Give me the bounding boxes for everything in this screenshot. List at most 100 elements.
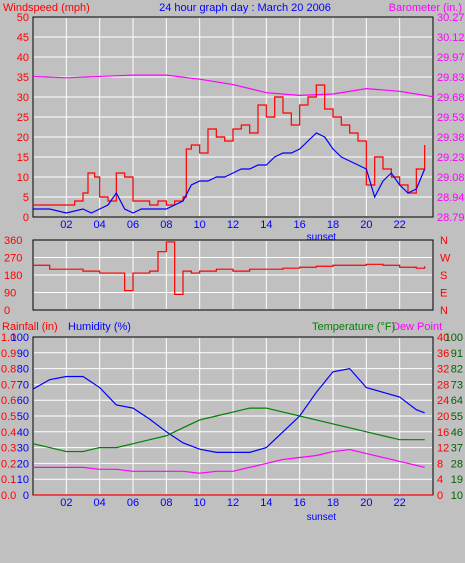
- humidity-tick-label: 50: [17, 411, 29, 423]
- humidity-axis-title: Humidity (%): [68, 321, 131, 333]
- humidity-tick-label: 100: [11, 332, 29, 344]
- x-tick-label: 02: [60, 219, 72, 231]
- dewpoint-tick-label: 46: [451, 427, 463, 439]
- rainfall-tick-label: 0.3: [1, 443, 16, 455]
- windspeed-tick-label: 45: [17, 32, 29, 44]
- humidity-tick-label: 70: [17, 379, 29, 391]
- barometer-tick-label: 29.53: [437, 112, 465, 124]
- wind-average-line: [33, 132, 426, 214]
- barometer-tick-label: 28.79: [437, 212, 465, 224]
- windspeed-tick-label: 50: [17, 12, 29, 24]
- temperature-tick-label: 12: [437, 443, 449, 455]
- x-tick-label: 20: [360, 497, 372, 509]
- humidity-tick-label: 20: [17, 458, 29, 470]
- x-tick-label: 10: [194, 497, 206, 509]
- rainfall-tick-label: 0.1: [1, 474, 16, 486]
- dewpoint-tick-label: 100: [445, 332, 463, 344]
- x-tick-label: 22: [394, 497, 406, 509]
- rainfall-tick-label: 0.2: [1, 458, 16, 470]
- temperature-tick-label: 32: [437, 364, 449, 376]
- barometer-tick-label: 29.83: [437, 72, 465, 84]
- graph-title: 24 hour graph day : March 20 2006: [159, 2, 331, 14]
- dewpoint-line: [33, 448, 425, 474]
- rainfall-tick-label: 0.9: [1, 348, 16, 360]
- temperature-tick-label: 20: [437, 411, 449, 423]
- x-tick-label: 14: [260, 497, 272, 509]
- windspeed-tick-label: 5: [23, 192, 29, 204]
- rainfall-tick-label: 0.8: [1, 364, 16, 376]
- humidity-tick-label: 90: [17, 348, 29, 360]
- x-tick-label: 20: [360, 219, 372, 231]
- x-tick-label: 22: [394, 219, 406, 231]
- sunset-label: sunset: [307, 512, 337, 523]
- wind-gust-line: [33, 84, 426, 206]
- temperature-tick-label: 0: [437, 490, 443, 502]
- dewpoint-tick-label: 10: [451, 490, 463, 502]
- direction-compass-label: W: [440, 253, 451, 265]
- barometer-axis-title: Barometer (in.): [389, 2, 462, 14]
- barometer-tick-label: 29.68: [437, 92, 465, 104]
- dewpoint-tick-label: 37: [451, 443, 463, 455]
- x-tick-label: 04: [94, 219, 106, 231]
- windspeed-tick-label: 35: [17, 72, 29, 84]
- windspeed-tick-label: 20: [17, 132, 29, 144]
- x-tick-label: 04: [94, 497, 106, 509]
- direction-compass-label: N: [440, 235, 448, 247]
- temperature-axis-title: Temperature (°F): [312, 321, 395, 333]
- humidity-tick-label: 80: [17, 364, 29, 376]
- x-tick-label: 18: [327, 219, 339, 231]
- barometer-tick-label: 29.38: [437, 132, 465, 144]
- barometer-tick-label: 30.27: [437, 12, 465, 24]
- windspeed-axis-title: Windspeed (mph): [3, 2, 90, 14]
- barometer-tick-label: 29.97: [437, 52, 465, 64]
- temperature-line: [32, 407, 425, 453]
- humidity-line: [32, 367, 425, 453]
- dewpoint-tick-label: 28: [451, 458, 463, 470]
- x-tick-label: 12: [227, 497, 239, 509]
- sunset-label: sunset: [307, 232, 337, 243]
- humidity-tick-label: 30: [17, 443, 29, 455]
- x-tick-label: 08: [160, 497, 172, 509]
- windspeed-tick-label: 0: [23, 212, 29, 224]
- direction-degree-label: 360: [4, 235, 22, 247]
- humidity-tick-label: 10: [17, 474, 29, 486]
- x-tick-label: 06: [127, 497, 139, 509]
- x-tick-label: 18: [327, 497, 339, 509]
- windspeed-tick-label: 30: [17, 92, 29, 104]
- direction-degree-label: 180: [4, 270, 22, 282]
- direction-compass-label: S: [440, 270, 447, 282]
- windspeed-tick-label: 40: [17, 52, 29, 64]
- x-tick-label: 10: [194, 219, 206, 231]
- x-tick-label: 14: [260, 219, 272, 231]
- rainfall-tick-label: 0.5: [1, 411, 16, 423]
- temperature-tick-label: 24: [437, 395, 449, 407]
- windspeed-tick-label: 10: [17, 172, 29, 184]
- temperature-tick-label: 4: [437, 474, 443, 486]
- dewpoint-tick-label: 55: [451, 411, 463, 423]
- temperature-tick-label: 28: [437, 379, 449, 391]
- rainfall-tick-label: 0.6: [1, 395, 16, 407]
- x-tick-label: 02: [60, 497, 72, 509]
- dewpoint-tick-label: 73: [451, 379, 463, 391]
- temperature-tick-label: 16: [437, 427, 449, 439]
- temperature-tick-label: 40: [437, 332, 449, 344]
- dewpoint-tick-label: 64: [451, 395, 463, 407]
- windspeed-tick-label: 25: [17, 112, 29, 124]
- barometer-tick-label: 29.08: [437, 172, 465, 184]
- direction-compass-label: E: [440, 288, 447, 300]
- barometer-tick-label: 28.94: [437, 192, 465, 204]
- barometer-tick-label: 30.12: [437, 32, 465, 44]
- direction-degree-label: 0: [4, 305, 10, 317]
- barometer-line: [32, 74, 434, 98]
- x-tick-label: 16: [294, 497, 306, 509]
- dewpoint-axis-title: Dew Point: [392, 321, 442, 333]
- windspeed-tick-label: 15: [17, 152, 29, 164]
- rainfall-tick-label: 1.0: [1, 332, 16, 344]
- wind-direction-line: [33, 241, 426, 296]
- temperature-tick-label: 36: [437, 348, 449, 360]
- humidity-tick-label: 60: [17, 395, 29, 407]
- direction-compass-label: N: [440, 305, 448, 317]
- rainfall-axis-title: Rainfall (in): [2, 321, 58, 333]
- temperature-tick-label: 8: [437, 458, 443, 470]
